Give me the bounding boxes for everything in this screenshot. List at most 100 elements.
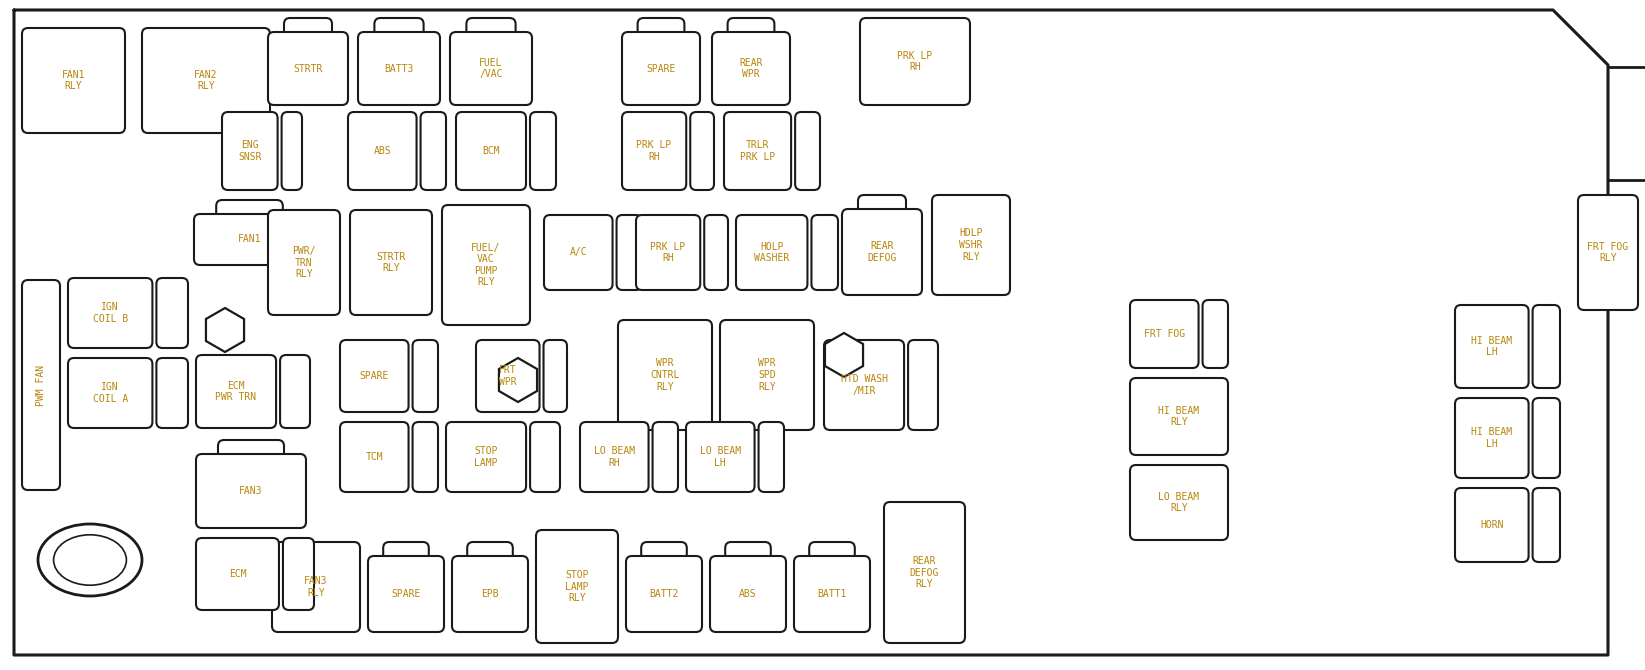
Text: PWR/
TRN
RLY: PWR/ TRN RLY: [293, 246, 316, 279]
Text: BATT3: BATT3: [385, 64, 413, 74]
Text: SPARE: SPARE: [360, 371, 388, 381]
Text: FAN3: FAN3: [239, 486, 263, 496]
FancyBboxPatch shape: [842, 209, 921, 295]
FancyBboxPatch shape: [758, 422, 785, 492]
FancyBboxPatch shape: [67, 278, 153, 348]
FancyBboxPatch shape: [156, 358, 188, 428]
Text: HORN: HORN: [1480, 520, 1504, 530]
Text: FUEL
/VAC: FUEL /VAC: [479, 58, 503, 79]
Text: PRK LP
RH: PRK LP RH: [650, 242, 686, 263]
FancyBboxPatch shape: [712, 32, 790, 105]
Text: HDLP
WSHR
RLY: HDLP WSHR RLY: [959, 228, 982, 261]
FancyBboxPatch shape: [67, 358, 153, 428]
FancyBboxPatch shape: [735, 215, 808, 290]
FancyBboxPatch shape: [860, 18, 971, 105]
Text: ENG
SNSR: ENG SNSR: [239, 140, 262, 161]
FancyBboxPatch shape: [451, 32, 531, 105]
FancyBboxPatch shape: [581, 422, 648, 492]
FancyBboxPatch shape: [196, 355, 276, 428]
Text: ABS: ABS: [373, 146, 392, 156]
Text: HOLP
WASHER: HOLP WASHER: [753, 242, 790, 263]
FancyBboxPatch shape: [1533, 488, 1559, 562]
Polygon shape: [206, 308, 243, 352]
FancyBboxPatch shape: [638, 18, 684, 38]
Text: FRT FOG
RLY: FRT FOG RLY: [1587, 242, 1629, 263]
FancyBboxPatch shape: [536, 530, 619, 643]
FancyBboxPatch shape: [933, 195, 1010, 295]
Text: FAN3
RLY: FAN3 RLY: [304, 576, 327, 598]
FancyBboxPatch shape: [222, 112, 278, 190]
Text: FAN1: FAN1: [239, 234, 262, 245]
Text: STOP
LAMP
RLY: STOP LAMP RLY: [566, 570, 589, 603]
FancyBboxPatch shape: [349, 112, 416, 190]
FancyBboxPatch shape: [196, 538, 280, 610]
Text: BATT1: BATT1: [818, 589, 847, 599]
FancyBboxPatch shape: [1454, 398, 1528, 478]
FancyBboxPatch shape: [194, 214, 304, 265]
Ellipse shape: [54, 535, 127, 585]
FancyBboxPatch shape: [280, 355, 309, 428]
FancyBboxPatch shape: [809, 542, 855, 562]
FancyBboxPatch shape: [413, 340, 438, 412]
FancyBboxPatch shape: [543, 340, 568, 412]
FancyBboxPatch shape: [268, 32, 349, 105]
Text: FAN1
RLY: FAN1 RLY: [63, 70, 86, 91]
FancyBboxPatch shape: [1130, 378, 1229, 455]
FancyBboxPatch shape: [824, 340, 905, 430]
Text: ECM
PWR TRN: ECM PWR TRN: [215, 381, 257, 402]
FancyBboxPatch shape: [21, 280, 59, 490]
FancyBboxPatch shape: [413, 422, 438, 492]
Text: HI BEAM
RLY: HI BEAM RLY: [1158, 406, 1199, 427]
Text: A/C: A/C: [569, 247, 587, 257]
FancyBboxPatch shape: [724, 112, 791, 190]
Text: FAN2
RLY: FAN2 RLY: [194, 70, 217, 91]
FancyBboxPatch shape: [795, 112, 819, 190]
Text: REAR
DEFOG
RLY: REAR DEFOG RLY: [910, 556, 939, 589]
Text: REAR
WPR: REAR WPR: [739, 58, 763, 79]
Text: TCM: TCM: [365, 452, 383, 462]
FancyBboxPatch shape: [653, 422, 678, 492]
FancyBboxPatch shape: [268, 210, 341, 315]
Text: HI BEAM
LH: HI BEAM LH: [1471, 427, 1512, 449]
FancyBboxPatch shape: [622, 112, 686, 190]
FancyBboxPatch shape: [368, 556, 444, 632]
FancyBboxPatch shape: [1578, 195, 1638, 310]
FancyBboxPatch shape: [341, 340, 408, 412]
Text: FRT FOG: FRT FOG: [1143, 329, 1184, 339]
Text: SPARE: SPARE: [646, 64, 676, 74]
FancyBboxPatch shape: [196, 454, 306, 528]
Text: HTD WASH
/MIR: HTD WASH /MIR: [841, 375, 888, 396]
Text: ABS: ABS: [739, 589, 757, 599]
Text: FUEL/
VAC
PUMP
RLY: FUEL/ VAC PUMP RLY: [472, 243, 500, 287]
FancyBboxPatch shape: [271, 542, 360, 632]
FancyBboxPatch shape: [811, 215, 837, 290]
FancyBboxPatch shape: [1533, 398, 1559, 478]
FancyBboxPatch shape: [691, 112, 714, 190]
FancyBboxPatch shape: [1130, 465, 1229, 540]
FancyBboxPatch shape: [1202, 300, 1229, 368]
FancyBboxPatch shape: [1130, 300, 1199, 368]
FancyBboxPatch shape: [443, 205, 530, 325]
FancyBboxPatch shape: [283, 538, 314, 610]
FancyBboxPatch shape: [341, 422, 408, 492]
FancyBboxPatch shape: [908, 340, 938, 430]
Text: PWM FAN: PWM FAN: [36, 364, 46, 405]
FancyBboxPatch shape: [21, 28, 125, 133]
FancyBboxPatch shape: [622, 32, 701, 105]
FancyBboxPatch shape: [375, 18, 424, 38]
FancyBboxPatch shape: [617, 215, 642, 290]
Text: STOP
LAMP: STOP LAMP: [474, 446, 498, 468]
FancyBboxPatch shape: [704, 215, 729, 290]
Text: BATT2: BATT2: [650, 589, 679, 599]
Text: BCM: BCM: [482, 146, 500, 156]
Text: PRK LP
RH: PRK LP RH: [637, 140, 671, 161]
FancyBboxPatch shape: [637, 215, 701, 290]
Text: STRTR: STRTR: [293, 64, 322, 74]
FancyBboxPatch shape: [281, 112, 303, 190]
FancyBboxPatch shape: [475, 340, 540, 412]
Text: FRT
WPR: FRT WPR: [498, 365, 517, 387]
FancyBboxPatch shape: [350, 210, 433, 315]
FancyBboxPatch shape: [467, 542, 513, 562]
Text: ECM: ECM: [229, 569, 247, 579]
FancyBboxPatch shape: [467, 18, 515, 38]
